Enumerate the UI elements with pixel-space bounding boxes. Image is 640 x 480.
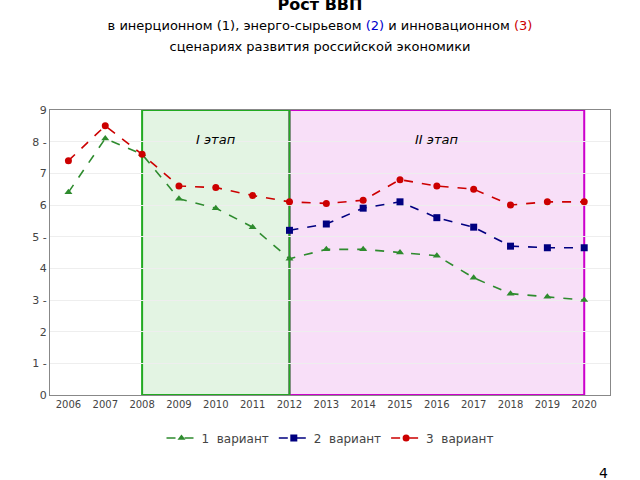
svg-text:5 -: 5 - — [32, 231, 46, 244]
svg-text:II этап: II этап — [415, 132, 458, 147]
svg-text:9: 9 — [40, 104, 47, 117]
svg-text:2020: 2020 — [571, 399, 596, 410]
svg-text:4: 4 — [40, 262, 47, 275]
svg-text:1 -: 1 - — [32, 357, 46, 370]
svg-text:2: 2 — [40, 326, 47, 339]
svg-text:2015: 2015 — [387, 399, 412, 410]
svg-text:2013: 2013 — [314, 399, 339, 410]
svg-text:2010: 2010 — [203, 399, 228, 410]
svg-text:2014: 2014 — [350, 399, 375, 410]
svg-text:8 -: 8 - — [32, 136, 46, 149]
svg-text:2008: 2008 — [129, 399, 154, 410]
svg-text:4: 4 — [599, 465, 608, 480]
svg-text:2019: 2019 — [535, 399, 560, 410]
svg-text:7: 7 — [40, 167, 47, 180]
svg-text:3 вариант: 3 вариант — [426, 432, 493, 446]
svg-text:2006: 2006 — [56, 399, 81, 410]
svg-text:6: 6 — [40, 199, 47, 212]
svg-text:0: 0 — [40, 389, 47, 402]
svg-text:I этап: I этап — [196, 132, 236, 147]
svg-text:2 вариант: 2 вариант — [314, 432, 381, 446]
svg-text:Рост ВВПв инерционном (1), эне: Рост ВВПв инерционном (1), энерго-сырьев… — [108, 0, 533, 54]
svg-text:3 -: 3 - — [32, 294, 46, 307]
svg-text:2017: 2017 — [461, 399, 486, 410]
svg-text:2018: 2018 — [498, 399, 523, 410]
svg-text:2009: 2009 — [166, 399, 191, 410]
svg-text:2011: 2011 — [240, 399, 265, 410]
svg-text:2016: 2016 — [424, 399, 449, 410]
svg-text:1 вариант: 1 вариант — [202, 432, 269, 446]
svg-text:2007: 2007 — [93, 399, 118, 410]
svg-text:2012: 2012 — [277, 399, 302, 410]
